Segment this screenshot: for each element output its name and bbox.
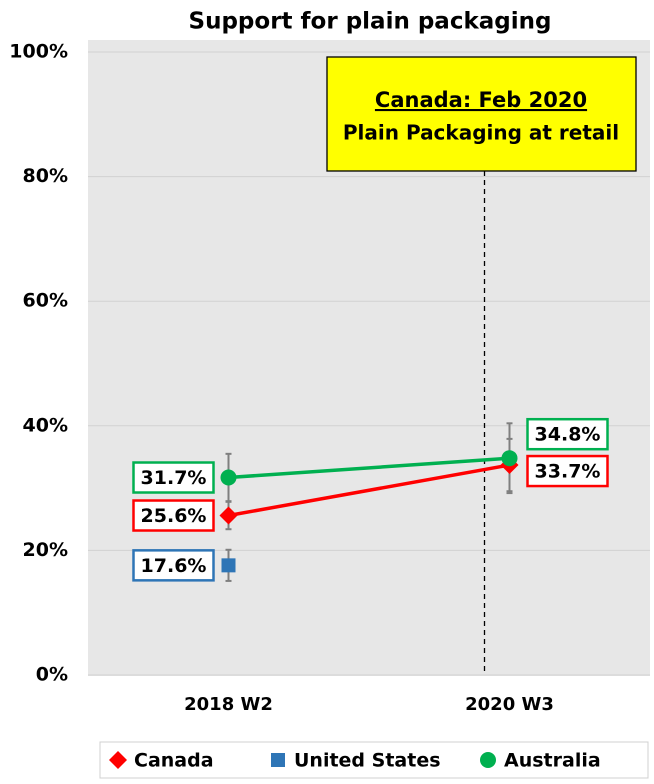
series-line bbox=[228, 463, 510, 518]
marker bbox=[221, 558, 236, 573]
series-line bbox=[228, 456, 510, 480]
x-tick-label: 2018 W2 bbox=[184, 694, 273, 715]
data-label: 31.7% bbox=[141, 467, 207, 489]
marker bbox=[271, 753, 285, 767]
y-tick-label: 100% bbox=[9, 41, 68, 63]
marker bbox=[501, 450, 518, 467]
legend-label: United States bbox=[294, 750, 441, 772]
y-tick-label: 60% bbox=[23, 290, 68, 312]
annotation-box bbox=[326, 56, 637, 172]
chart-title: Support for plain packaging bbox=[189, 9, 552, 35]
data-label: 34.8% bbox=[535, 424, 601, 446]
data-label-box bbox=[526, 454, 609, 488]
marker bbox=[220, 469, 237, 486]
y-tick-label: 20% bbox=[23, 539, 68, 561]
annotation-title: Canada: Feb 2020 bbox=[375, 88, 587, 112]
data-label-box bbox=[132, 549, 215, 582]
legend-label: Canada bbox=[134, 750, 214, 772]
data-label: 17.6% bbox=[141, 555, 207, 577]
y-tick-label: 40% bbox=[23, 414, 68, 436]
data-label-box bbox=[132, 461, 215, 494]
y-tick-label: 80% bbox=[23, 165, 68, 187]
x-tick-label: 2020 W3 bbox=[465, 694, 554, 715]
data-label-box bbox=[526, 417, 609, 451]
marker bbox=[480, 752, 496, 768]
marker bbox=[219, 506, 238, 525]
legend bbox=[99, 741, 649, 779]
data-label-box bbox=[132, 499, 215, 532]
legend-label: Australia bbox=[504, 750, 601, 772]
y-tick-label: 0% bbox=[36, 664, 68, 686]
data-label: 25.6% bbox=[141, 505, 207, 527]
data-label: 33.7% bbox=[535, 461, 601, 483]
marker bbox=[109, 751, 127, 769]
annotation-text: Plain Packaging at retail bbox=[343, 121, 619, 145]
